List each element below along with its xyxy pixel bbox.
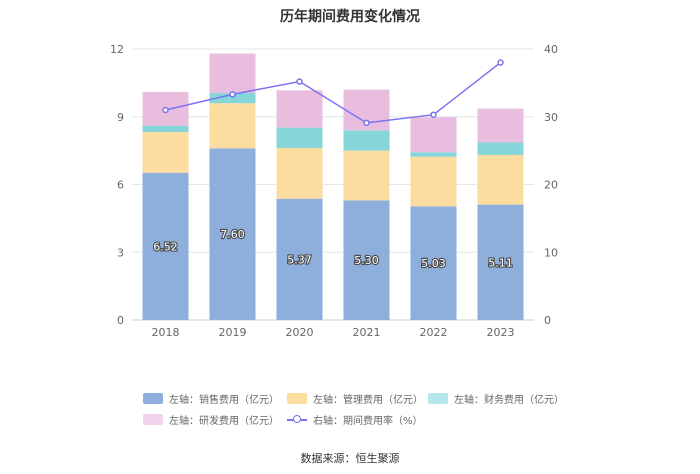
y-left-tick-label: 6 [117, 179, 124, 192]
expense-rate-point-2023 [497, 59, 504, 66]
legend-swatch-expense-rate [287, 414, 307, 425]
bar-finance-2023 [477, 142, 524, 155]
expense-rate-point-2020 [296, 78, 303, 85]
chart-title: 历年期间费用变化情况 [280, 9, 420, 25]
expense-rate-point-2018 [162, 106, 169, 114]
x-tick-label: 2021 [353, 326, 381, 339]
x-tick-label: 2018 [152, 326, 180, 339]
bar-admin-2018 [142, 132, 189, 173]
bar-rnd-2022 [410, 117, 457, 153]
bar-sales-2021 [343, 200, 390, 320]
bar-admin-2019 [209, 103, 256, 149]
bar-finance-2021 [343, 130, 390, 151]
bar-data-label: 5.37 [287, 253, 312, 266]
legend-item-admin[interactable]: 左轴：管理费用（亿元） [287, 391, 423, 406]
legend-label-sales: 左轴：销售费用（亿元） [169, 395, 279, 406]
legend-label-expense-rate: 右轴：期间费用率（%） [313, 416, 423, 427]
y-right-tick-label: 40 [544, 43, 558, 56]
legend-label-admin: 左轴：管理费用（亿元） [313, 395, 423, 406]
bar-sales-2018 [142, 172, 189, 320]
y-left-tick-label: 3 [117, 246, 124, 259]
bar-finance-2020 [276, 127, 323, 148]
bar-admin-2021 [343, 150, 390, 201]
legend-item-expense-rate[interactable]: 右轴：期间费用率（%） [287, 412, 423, 427]
expense-rate-point-2022 [430, 111, 437, 118]
y-right-tick-label: 0 [544, 314, 551, 327]
y-left-tick-label: 9 [117, 111, 124, 124]
expense-rate-line [165, 61, 501, 124]
bar-admin-2023 [477, 154, 524, 205]
legend-swatch-rnd [143, 414, 163, 425]
bar-rnd-2019 [209, 53, 256, 94]
y-right-tick-label: 30 [544, 111, 558, 124]
bar-finance-2022 [410, 152, 457, 157]
expense-rate-point-2021 [363, 119, 370, 127]
bar-data-label: 5.30 [354, 254, 379, 267]
y-right-tick-label: 20 [544, 179, 558, 192]
legend-item-finance[interactable]: 左轴：财务费用（亿元） [428, 391, 564, 406]
x-tick-label: 2022 [420, 326, 448, 339]
legend-label-rnd: 左轴：研发费用（亿元） [169, 416, 279, 427]
x-tick-label: 2020 [286, 326, 314, 339]
bar-finance-2018 [142, 125, 189, 133]
bar-finance-2019 [209, 93, 256, 104]
expense-rate-point-2019 [229, 91, 236, 98]
bar-admin-2020 [276, 147, 323, 199]
legend-label-finance: 左轴：财务费用（亿元） [454, 395, 564, 406]
bar-sales-2019 [209, 148, 256, 320]
bar-sales-2020 [276, 198, 323, 320]
x-tick-label: 2023 [487, 326, 515, 339]
legend-item-rnd[interactable]: 左轴：研发费用（亿元） [143, 412, 279, 427]
bar-data-label: 5.03 [421, 257, 446, 270]
data-source: 数据来源：恒生聚源 [300, 452, 400, 465]
y-left-tick-label: 0 [117, 314, 124, 327]
bar-admin-2022 [410, 156, 457, 207]
legend-swatch-sales [143, 393, 163, 404]
bar-sales-2023 [477, 204, 524, 320]
bar-data-label: 7.60 [220, 228, 245, 241]
y-right-tick-label: 10 [544, 246, 558, 259]
bar-sales-2022 [410, 206, 457, 320]
y-left-tick-label: 12 [110, 43, 124, 56]
legend-item-sales[interactable]: 左轴：销售费用（亿元） [143, 391, 279, 406]
legend-swatch-admin [287, 393, 307, 404]
x-tick-label: 2019 [219, 326, 247, 339]
bar-rnd-2023 [477, 108, 524, 143]
legend-swatch-finance [428, 393, 448, 404]
bar-rnd-2020 [276, 90, 323, 128]
bar-data-label: 5.11 [488, 256, 513, 269]
bar-data-label: 6.52 [153, 240, 178, 253]
